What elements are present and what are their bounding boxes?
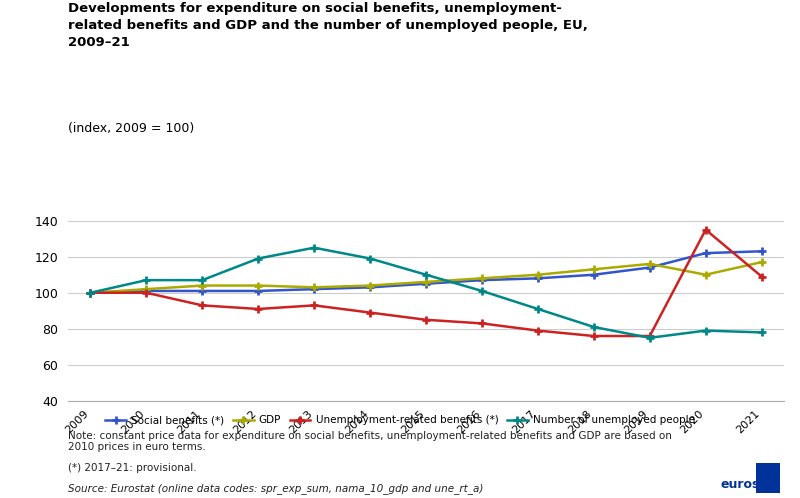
Text: Source: Eurostat (online data codes: spr_exp_sum, nama_10_gdp and une_rt_a): Source: Eurostat (online data codes: spr… (68, 483, 483, 494)
Legend: Social benefits (*), GDP, Unemployment-related benefits (*), Number of unemploye: Social benefits (*), GDP, Unemployment-r… (101, 411, 699, 429)
Text: Note: constant price data for expenditure on social benefits, unemployment-relat: Note: constant price data for expenditur… (68, 431, 672, 452)
Text: Developments for expenditure on social benefits, unemployment-
related benefits : Developments for expenditure on social b… (68, 2, 588, 49)
Text: (index, 2009 = 100): (index, 2009 = 100) (68, 122, 194, 135)
Text: (*) 2017–21: provisional.: (*) 2017–21: provisional. (68, 463, 197, 473)
Text: eurostat: eurostat (720, 478, 780, 491)
